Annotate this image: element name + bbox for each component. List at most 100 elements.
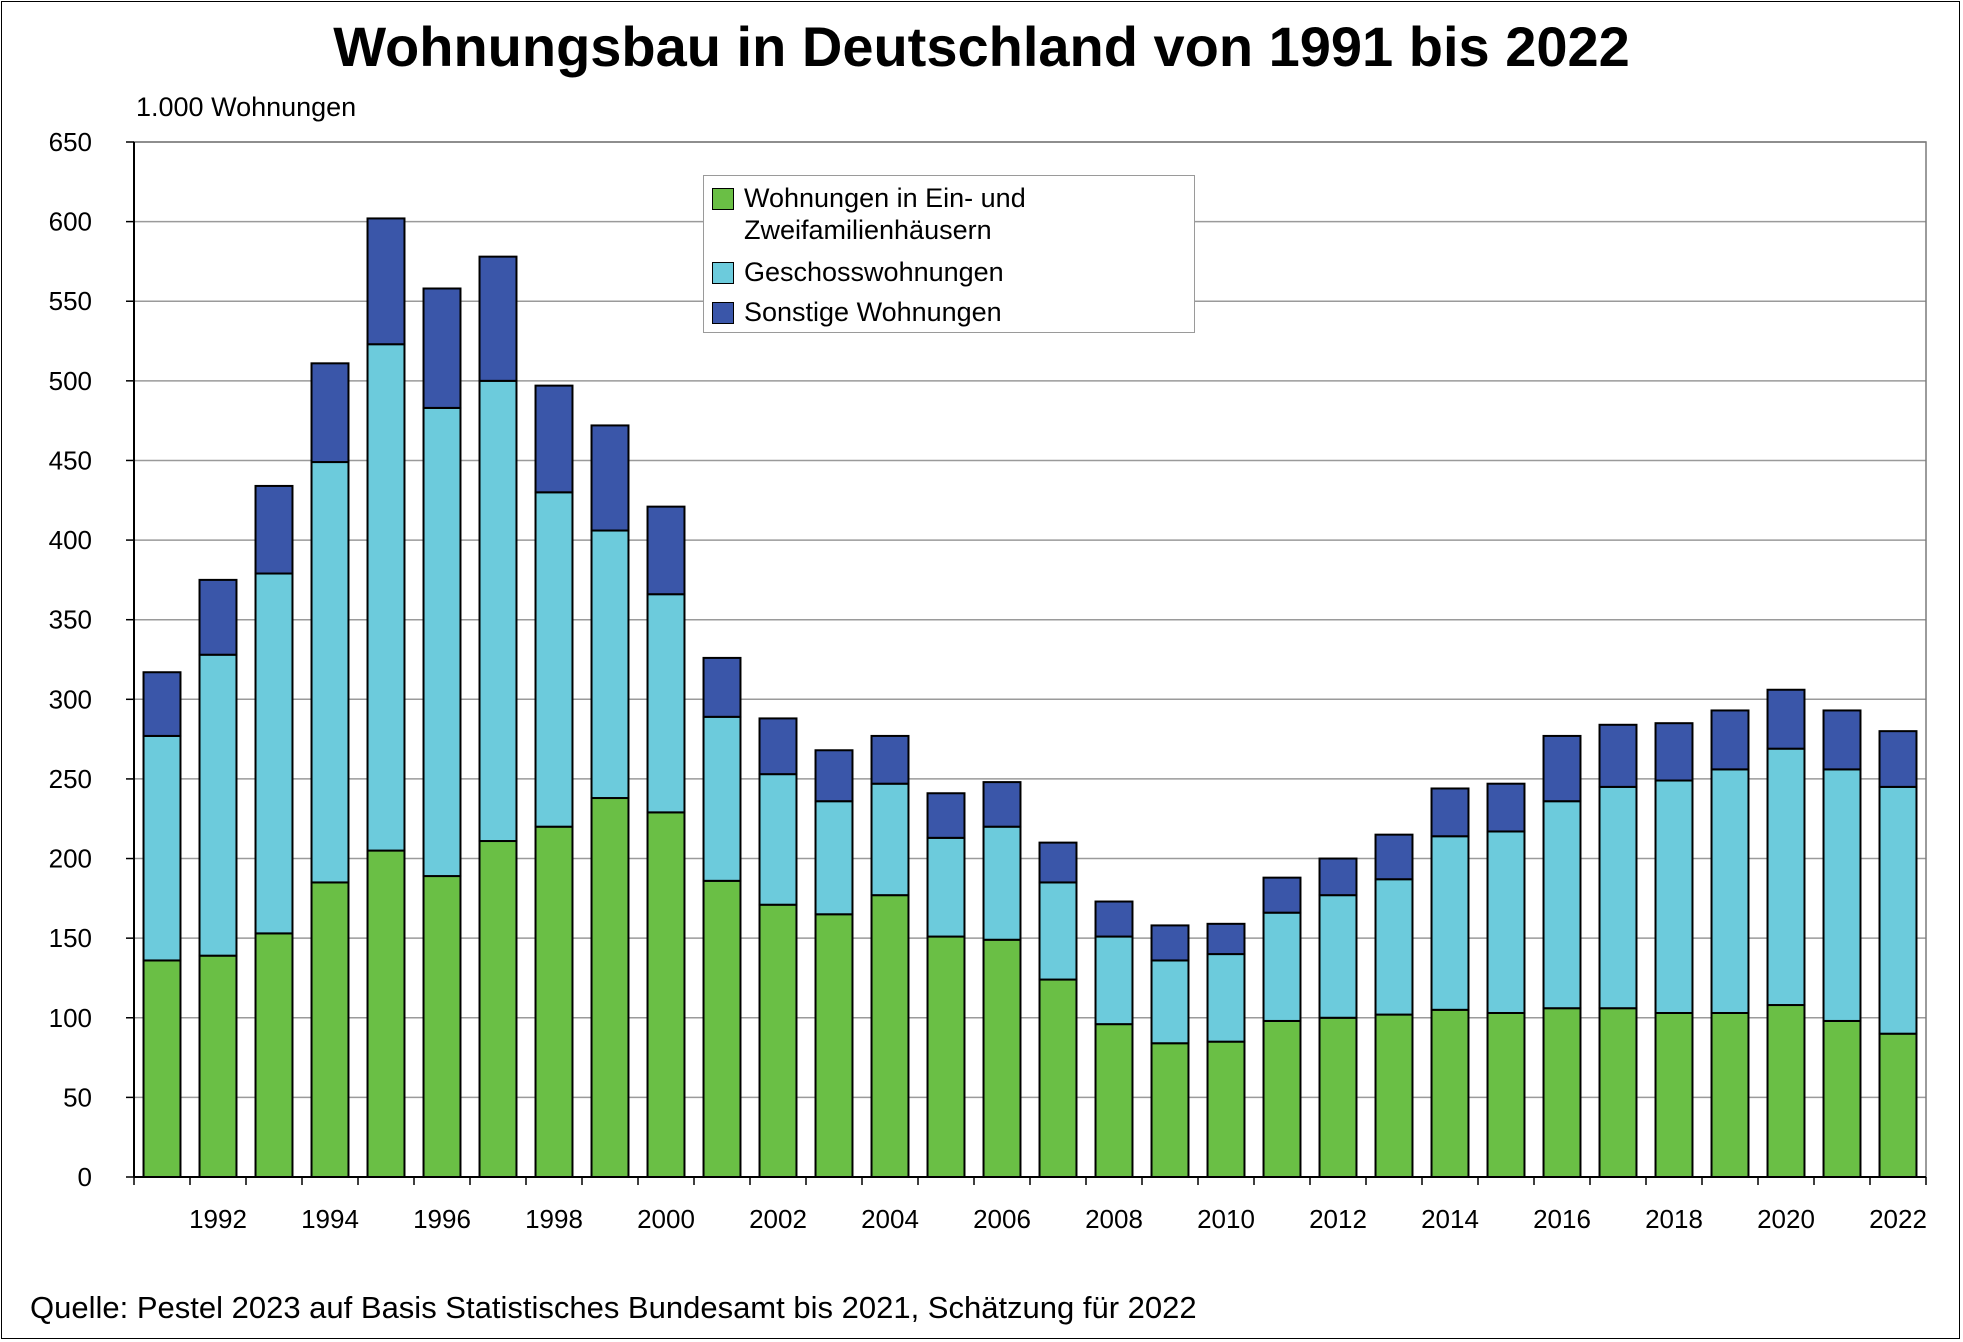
bar-2018-series-3 [1654,722,1694,782]
bar-2022-series-1 [1878,1032,1918,1178]
bar-1999-series-3 [590,424,630,532]
bar-2008-series-3 [1094,900,1134,938]
bar-2008-series-1 [1094,1023,1134,1178]
bar-2002-series-1 [758,903,798,1178]
bar-2020-series-3 [1766,688,1806,750]
bar-1994-series-1 [310,881,350,1179]
legend: Wohnungen in Ein- und Zweifamilienhäuser… [703,175,1195,333]
y-tick-label: 650 [49,127,92,157]
y-tick-label: 300 [49,684,92,714]
y-tick-label: 150 [49,923,92,953]
bar-1992-series-3 [198,578,238,656]
bar-2004-series-2 [870,782,910,897]
y-tick-label: 200 [49,844,92,874]
bar-2015-series-3 [1486,782,1526,833]
bar-2002-series-2 [758,773,798,906]
bar-1997-series-3 [478,255,518,382]
bar-2004-series-1 [870,894,910,1179]
x-tick-label: 2022 [1869,1204,1927,1234]
tick-labels: 0 50 100 150 200 250 300 350 400 450 500 550 600 650 1… [49,127,1927,1234]
bar-2012-series-1 [1318,1016,1358,1178]
y-tick-label: 350 [49,605,92,635]
bar-2012-series-2 [1318,894,1358,1019]
x-tick-label: 2002 [749,1204,807,1234]
bar-2017-series-1 [1598,1007,1638,1179]
x-tick-label: 2014 [1421,1204,1479,1234]
y-tick-label: 500 [49,366,92,396]
bar-2000-series-2 [646,593,686,814]
y-tick-label: 600 [49,207,92,237]
x-tick-label: 2008 [1085,1204,1143,1234]
bar-2017-series-2 [1598,785,1638,1010]
bar-2007-series-1 [1038,978,1078,1178]
bar-2010-series-3 [1206,922,1246,956]
bar-2020-series-2 [1766,747,1806,1007]
source-note: Quelle: Pestel 2023 auf Basis Statistisc… [30,1290,1197,1325]
y-tick-label: 550 [49,286,92,316]
bar-2021-series-1 [1822,1019,1862,1179]
x-tick-label: 2018 [1645,1204,1703,1234]
bar-2015-series-1 [1486,1011,1526,1178]
bar-1991-series-3 [142,671,182,737]
legend-swatch-sonstige [712,302,734,324]
bar-2016-series-2 [1542,800,1582,1010]
bar-1992-series-2 [198,653,238,957]
bar-2014-series-3 [1430,787,1470,838]
bar-1998-series-2 [534,491,574,828]
bar-2018-series-2 [1654,779,1694,1014]
legend-label-sonstige: Sonstige Wohnungen [744,297,1002,327]
bar-2016-series-3 [1542,734,1582,803]
bar-1995-series-3 [366,217,406,346]
bar-2001-series-3 [702,656,742,718]
bar-2009-series-1 [1150,1042,1190,1178]
bar-2003-series-2 [814,800,854,916]
bar-2017-series-3 [1598,723,1638,788]
bar-1998-series-3 [534,384,574,494]
axes [126,141,1927,1185]
bar-2001-series-2 [702,715,742,882]
bar-1996-series-2 [422,406,462,878]
bar-2022-series-3 [1878,730,1918,788]
bar-1999-series-1 [590,797,630,1178]
legend-label-efh-line-2: Zweifamilienhäusern [744,215,992,245]
bar-2005-series-3 [926,792,966,839]
chart-title: Wohnungsbau in Deutschland von 1991 bis … [333,15,1630,78]
bar-2005-series-1 [926,935,966,1178]
bar-2012-series-3 [1318,857,1358,897]
bar-1993-series-3 [254,484,294,575]
x-tick-label: 2000 [637,1204,695,1234]
bar-1995-series-2 [366,343,406,852]
x-tick-label: 2004 [861,1204,919,1234]
x-tick-label: 2006 [973,1204,1031,1234]
bar-1994-series-3 [310,362,350,464]
legend-swatch-geschoss [712,262,734,284]
y-tick-label: 0 [78,1162,92,1192]
x-tick-label: 1998 [525,1204,583,1234]
bar-2002-series-3 [758,717,798,776]
y-tick-label: 250 [49,764,92,794]
bar-2006-series-3 [982,781,1022,828]
bar-2001-series-1 [702,879,742,1178]
x-tick-label: 1992 [189,1204,247,1234]
bar-2014-series-1 [1430,1008,1470,1178]
x-tick-label: 2016 [1533,1204,1591,1234]
bar-1996-series-3 [422,287,462,409]
x-tick-label: 2012 [1309,1204,1367,1234]
bar-2015-series-2 [1486,830,1526,1014]
bar-2013-series-1 [1374,1013,1414,1178]
y-tick-label: 100 [49,1003,92,1033]
y-tick-label: 50 [63,1082,92,1112]
bars [142,217,1918,1179]
bar-2016-series-1 [1542,1007,1582,1179]
bar-2005-series-2 [926,836,966,938]
bar-2004-series-3 [870,734,910,785]
bar-2003-series-1 [814,913,854,1178]
y-axis-label: 1.000 Wohnungen [136,92,357,122]
legend-swatch-efh [712,188,734,210]
bar-2014-series-2 [1430,835,1470,1011]
bar-2020-series-1 [1766,1004,1806,1178]
x-tick-label: 2020 [1757,1204,1815,1234]
bar-1996-series-1 [422,875,462,1178]
bar-1997-series-1 [478,840,518,1178]
x-tick-label: 2010 [1197,1204,1255,1234]
